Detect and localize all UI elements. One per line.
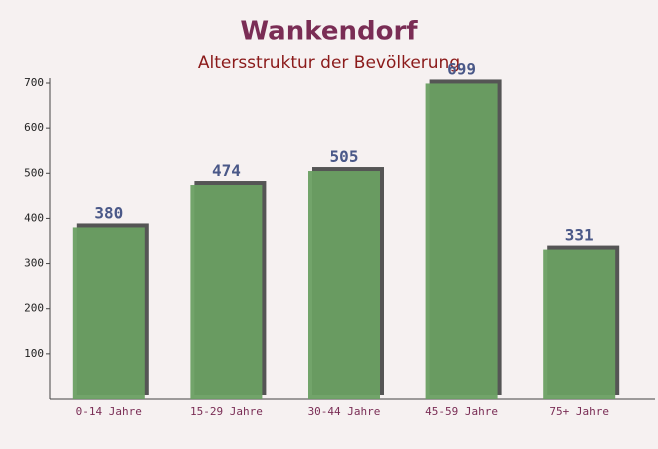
bar xyxy=(543,249,616,399)
y-tick-label: 100 xyxy=(24,347,44,360)
chart-title: Wankendorf xyxy=(240,17,418,47)
y-tick-label: 600 xyxy=(24,121,44,134)
x-tick-label: 75+ Jahre xyxy=(549,405,609,418)
x-tick-label: 0-14 Jahre xyxy=(76,405,142,418)
value-label: 331 xyxy=(565,226,594,245)
y-tick-label: 200 xyxy=(24,302,44,315)
value-label: 380 xyxy=(94,203,123,222)
x-tick-label: 15-29 Jahre xyxy=(190,405,263,418)
y-tick-label: 300 xyxy=(24,257,44,270)
x-tick-label: 30-44 Jahre xyxy=(308,405,381,418)
bar xyxy=(308,171,380,399)
x-tick-label: 45-59 Jahre xyxy=(425,405,498,418)
bar xyxy=(72,227,145,399)
y-tick-label: 400 xyxy=(24,211,44,224)
bar xyxy=(425,83,498,400)
value-label: 505 xyxy=(330,147,359,166)
chart-subtitle: Altersstruktur der Bevölkerung xyxy=(198,53,460,73)
value-label: 474 xyxy=(212,161,241,180)
y-tick-label: 500 xyxy=(24,166,44,179)
bar xyxy=(190,185,263,399)
value-label: 699 xyxy=(447,59,476,78)
y-tick-label: 700 xyxy=(24,76,44,89)
